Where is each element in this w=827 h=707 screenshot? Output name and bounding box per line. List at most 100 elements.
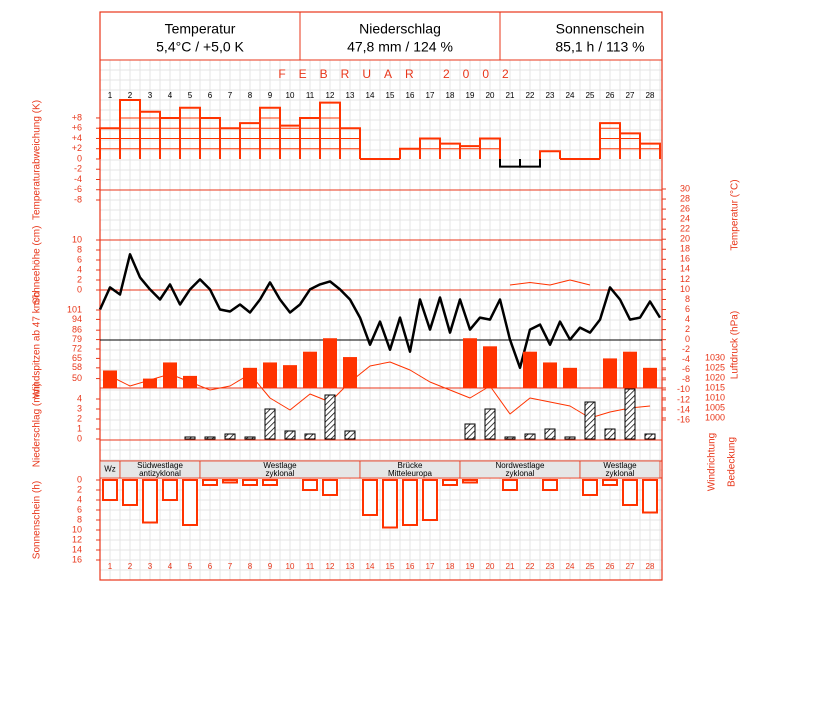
- weather-type-label: zyklonal: [266, 469, 295, 478]
- day-label: 1: [108, 91, 113, 100]
- y-tick-label: +8: [72, 112, 82, 122]
- y-tick-label: 8: [685, 294, 690, 304]
- bar: [643, 367, 657, 388]
- bar: [122, 479, 138, 506]
- day-label: 2: [128, 562, 133, 571]
- bar: [143, 378, 157, 388]
- y-tick-label: 0: [77, 474, 82, 484]
- day-label: 6: [208, 562, 213, 571]
- day-label: 22: [526, 91, 535, 100]
- bar: [504, 436, 516, 440]
- day-label: 24: [566, 91, 575, 100]
- bar: [462, 479, 478, 484]
- bar: [622, 479, 638, 506]
- y-tick-label: 2: [77, 413, 82, 423]
- y-tick-label: 14: [72, 544, 82, 554]
- bar: [163, 362, 177, 388]
- day-label: 17: [426, 562, 435, 571]
- day-label: 25: [586, 562, 595, 571]
- month-title: FEBRUAR 2002: [278, 67, 521, 81]
- y-tick-label: 50: [72, 373, 82, 383]
- bar: [224, 433, 236, 440]
- bar: [442, 479, 458, 486]
- day-label: 26: [606, 91, 615, 100]
- day-label: 18: [446, 91, 455, 100]
- day-label: 2: [128, 91, 133, 100]
- y-tick-label: 0: [685, 334, 690, 344]
- y-tick-label: 58: [72, 362, 82, 372]
- y-tick-label: -2: [74, 164, 82, 174]
- bar: [362, 479, 378, 516]
- y-tick-label: +4: [72, 133, 82, 143]
- header-title: Niederschlag: [359, 21, 441, 37]
- y-tick-label: 4: [77, 264, 82, 274]
- weather-type-label: Südwestlage: [137, 461, 183, 470]
- bar: [162, 479, 178, 501]
- y-tick-label: 10: [680, 284, 690, 294]
- day-label: 10: [286, 562, 295, 571]
- data-line: [98, 253, 662, 370]
- header-value: 85,1 h / 113 %: [555, 39, 644, 55]
- bar: [422, 479, 438, 521]
- day-label: 5: [188, 562, 193, 571]
- bar: [244, 436, 256, 440]
- day-label: 13: [346, 562, 355, 571]
- day-label: 12: [326, 91, 335, 100]
- day-label: 20: [486, 91, 495, 100]
- day-label: 8: [248, 562, 253, 571]
- bar: [563, 367, 577, 388]
- y-tick-label: 6: [685, 304, 690, 314]
- day-label: 24: [566, 562, 575, 571]
- bar: [322, 479, 338, 496]
- bar: [142, 479, 158, 524]
- y-tick-label: 28: [680, 193, 690, 203]
- step-bar: [479, 137, 501, 159]
- y-tick-label: 1025: [705, 362, 725, 372]
- day-label: 3: [148, 91, 153, 100]
- bar: [603, 358, 617, 388]
- y-tick-label: 10: [72, 524, 82, 534]
- day-label: 6: [208, 91, 213, 100]
- y-tick-label: 101: [67, 304, 82, 314]
- day-label: 4: [168, 91, 173, 100]
- y-tick-label: -4: [682, 354, 690, 364]
- day-label: 17: [426, 91, 435, 100]
- bar: [642, 479, 658, 514]
- day-label: 1: [108, 562, 113, 571]
- y-tick-label: 65: [72, 353, 82, 363]
- y-tick-label: 0: [77, 433, 82, 443]
- bar: [602, 479, 618, 486]
- step-bar: [539, 150, 561, 159]
- day-label: 21: [506, 91, 515, 100]
- day-label: 14: [366, 562, 375, 571]
- bar: [303, 351, 317, 388]
- bar: [344, 430, 356, 440]
- y-tick-label: 1005: [705, 402, 725, 412]
- axis-title: Luftdruck (hPa): [730, 311, 741, 379]
- right-label: Windrichtung: [707, 433, 718, 491]
- weather-type-label: Wz: [104, 465, 116, 474]
- y-tick-label: 4: [77, 393, 82, 403]
- day-label: 5: [188, 91, 193, 100]
- day-label: 3: [148, 562, 153, 571]
- day-label: 16: [406, 91, 415, 100]
- y-tick-label: 2: [77, 274, 82, 284]
- weather-type-label: Westlage: [263, 461, 297, 470]
- y-tick-label: 1015: [705, 382, 725, 392]
- day-label: 9: [268, 91, 273, 100]
- bar: [262, 479, 278, 486]
- bar: [343, 357, 357, 388]
- right-label: Bedeckung: [727, 437, 738, 487]
- day-label: 7: [228, 562, 233, 571]
- y-tick-label: 3: [77, 403, 82, 413]
- bar: [604, 428, 616, 440]
- day-label: 7: [228, 91, 233, 100]
- weather-type-label: Nordwestlage: [496, 461, 545, 470]
- day-label: 28: [646, 562, 655, 571]
- bar: [264, 408, 276, 440]
- bar: [284, 430, 296, 440]
- bar: [543, 362, 557, 388]
- y-tick-label: -16: [677, 414, 690, 424]
- day-label: 23: [546, 91, 555, 100]
- bar: [484, 408, 496, 440]
